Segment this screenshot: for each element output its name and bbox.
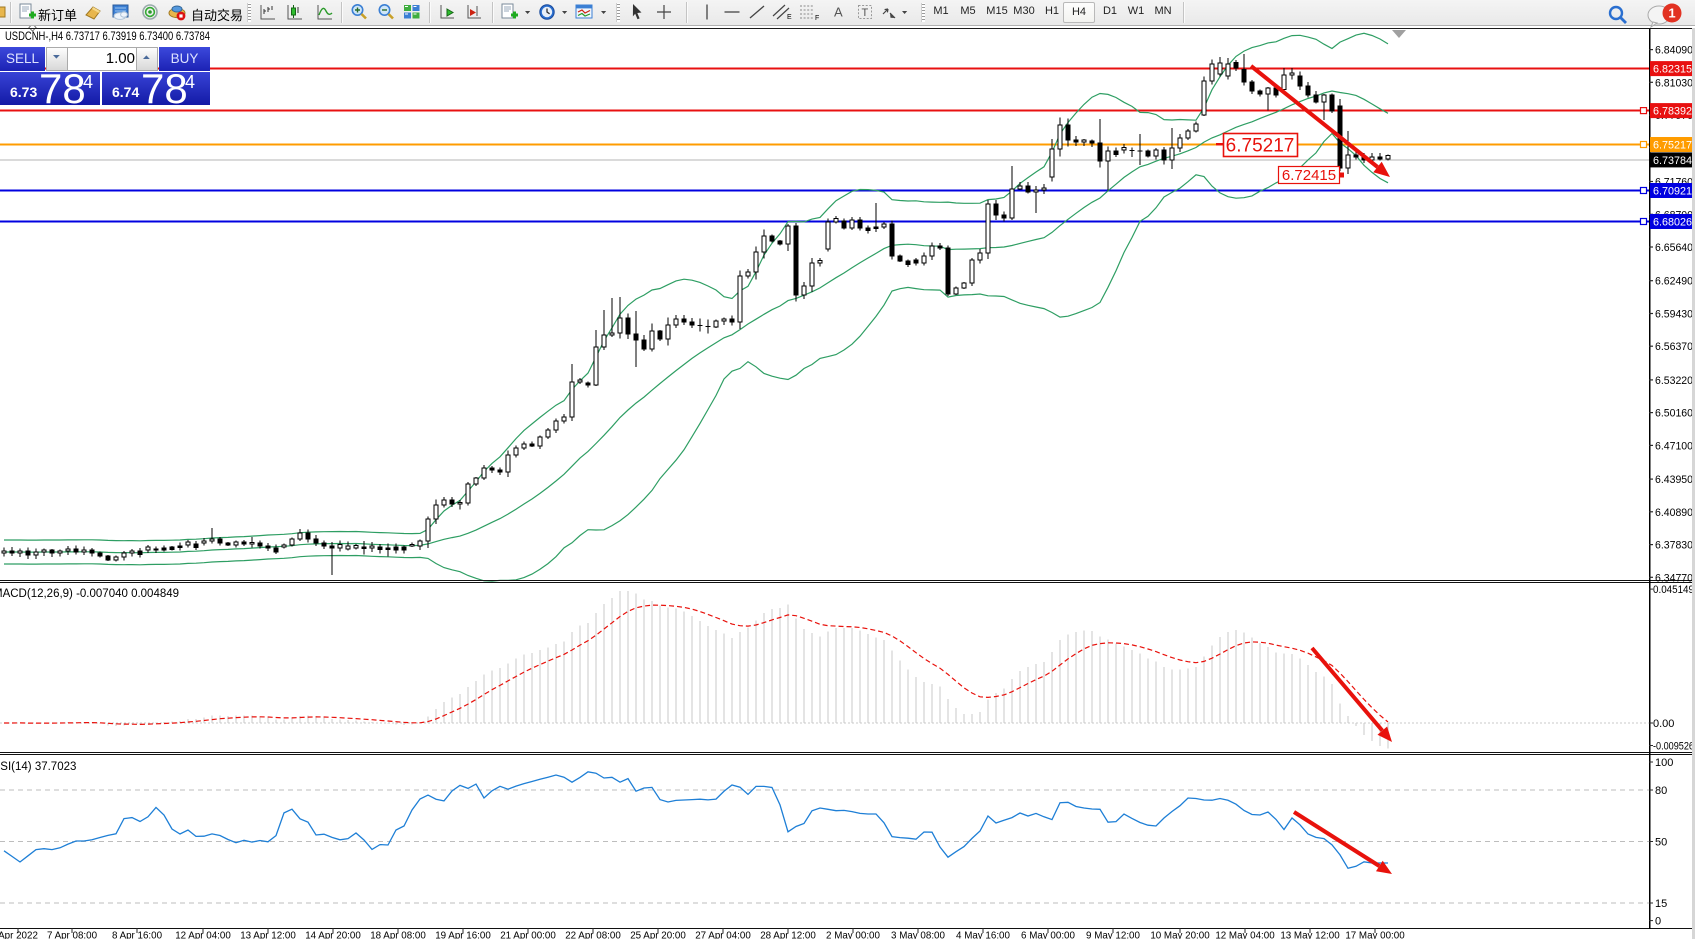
svg-text:6 May 00:00: 6 May 00:00 [1021,931,1075,939]
svg-text:0.00: 0.00 [1653,718,1674,730]
svg-text:28 Apr 12:00: 28 Apr 12:00 [760,931,816,939]
svg-text:E: E [787,14,792,21]
svg-text:6.72415: 6.72415 [1282,167,1336,184]
svg-text:50: 50 [1655,837,1667,849]
svg-text:25 Apr 20:00: 25 Apr 20:00 [630,931,686,939]
svg-text:6.75217: 6.75217 [1226,136,1295,157]
svg-text:21 Apr 00:00: 21 Apr 00:00 [500,931,556,939]
svg-text:0: 0 [1655,916,1661,928]
svg-text:6.37830: 6.37830 [1655,540,1693,552]
svg-text:6.47100: 6.47100 [1655,440,1693,452]
svg-text:7 Apr 08:00: 7 Apr 08:00 [47,931,98,939]
svg-text:13 May 12:00: 13 May 12:00 [1280,931,1340,939]
svg-text:2 May 00:00: 2 May 00:00 [826,931,880,939]
svg-text:19 Apr 16:00: 19 Apr 16:00 [435,931,491,939]
svg-text:6.70921: 6.70921 [1653,186,1692,198]
svg-text:USDCNH-,H4 6.73717 6.73919 6.: USDCNH-,H4 6.73717 6.73919 6.73400 6.737… [5,29,210,43]
svg-text:MACD(12,26,9) -0.007040 0.0048: MACD(12,26,9) -0.007040 0.004849 [0,588,179,600]
svg-text:-0.009526: -0.009526 [1653,741,1694,753]
svg-text:RSI(14) 37.7023: RSI(14) 37.7023 [0,761,76,773]
svg-text:6.73784: 6.73784 [1653,155,1692,167]
svg-text:9 May 12:00: 9 May 12:00 [1086,931,1140,939]
svg-text:80: 80 [1655,785,1667,797]
svg-text:6.34770: 6.34770 [1655,572,1693,584]
svg-text:10 May 20:00: 10 May 20:00 [1150,931,1210,939]
svg-text:13 Apr 12:00: 13 Apr 12:00 [240,931,296,939]
svg-text:17 May 00:00: 17 May 00:00 [1345,931,1405,939]
svg-text:6.62490: 6.62490 [1655,276,1693,288]
svg-text:6.65640: 6.65640 [1655,242,1693,254]
svg-text:14 Apr 20:00: 14 Apr 20:00 [305,931,361,939]
svg-text:22 Apr 08:00: 22 Apr 08:00 [565,931,621,939]
svg-text:8 Apr 16:00: 8 Apr 16:00 [112,931,163,939]
svg-text:12 May 04:00: 12 May 04:00 [1215,931,1275,939]
svg-text:6.81030: 6.81030 [1655,77,1693,89]
svg-text:12 Apr 04:00: 12 Apr 04:00 [175,931,231,939]
svg-text:6.43950: 6.43950 [1655,474,1693,486]
svg-text:6.56370: 6.56370 [1655,341,1693,353]
svg-text:T: T [862,7,869,19]
svg-text:0.045149: 0.045149 [1653,584,1694,596]
svg-text:6.78392: 6.78392 [1653,106,1692,118]
svg-text:3 May 08:00: 3 May 08:00 [891,931,945,939]
svg-text:18 Apr 08:00: 18 Apr 08:00 [370,931,426,939]
svg-text:6.59430: 6.59430 [1655,309,1693,321]
svg-text:6.82315: 6.82315 [1653,64,1692,76]
svg-text:4 May 16:00: 4 May 16:00 [956,931,1010,939]
svg-text:15: 15 [1655,898,1667,910]
svg-text:6.53220: 6.53220 [1655,375,1693,387]
svg-text:100: 100 [1655,757,1673,769]
svg-text:6.75217: 6.75217 [1653,140,1692,152]
svg-text:6.68026: 6.68026 [1653,217,1692,229]
svg-text:Apr 2022: Apr 2022 [0,931,38,939]
svg-text:6.84090: 6.84090 [1655,45,1693,57]
svg-text:1: 1 [1668,6,1675,21]
svg-text:6.50160: 6.50160 [1655,408,1693,420]
svg-text:6.40890: 6.40890 [1655,507,1693,519]
svg-text:27 Apr 04:00: 27 Apr 04:00 [695,931,751,939]
svg-text:A: A [834,5,843,20]
svg-text:F: F [815,15,819,21]
